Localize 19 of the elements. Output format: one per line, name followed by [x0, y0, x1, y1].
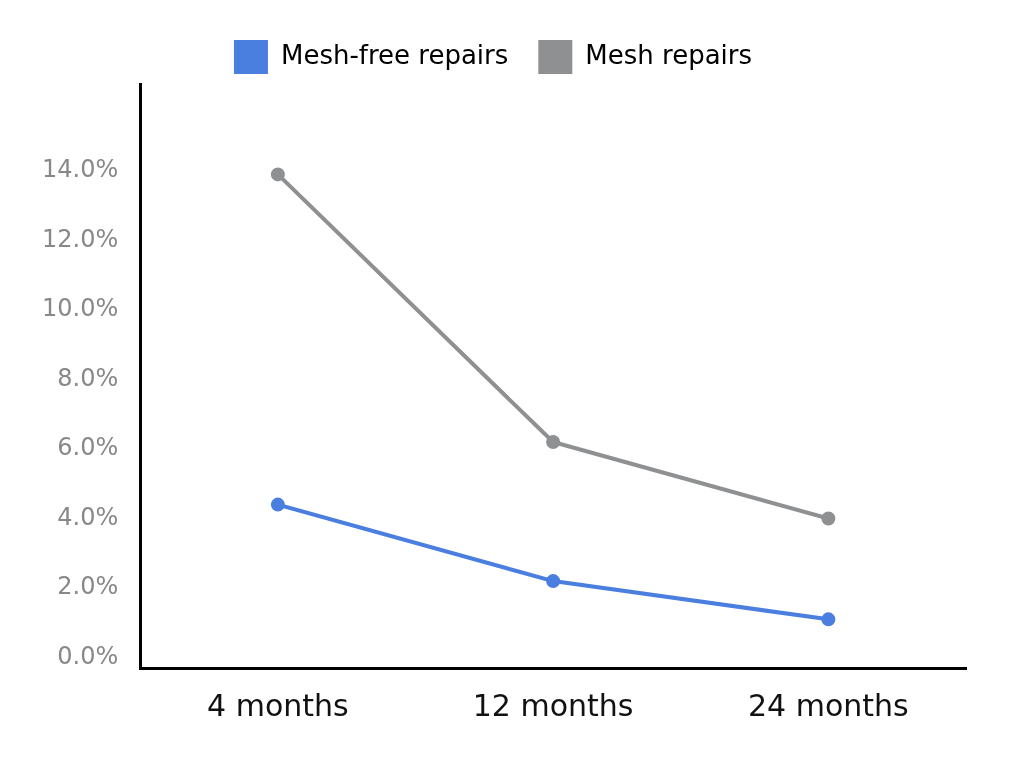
- y-tick-label: 10.0%: [41, 294, 119, 323]
- y-tick-label: 2.0%: [57, 572, 119, 601]
- legend-label: Mesh repairs: [585, 39, 753, 70]
- y-tick-label: 6.0%: [57, 433, 119, 462]
- x-tick-label: 12 months: [472, 687, 634, 723]
- point: [270, 167, 285, 182]
- point: [546, 574, 561, 589]
- point: [821, 511, 836, 526]
- legend-label: Mesh-free repairs: [280, 39, 509, 70]
- y-tick-label: 14.0%: [41, 155, 119, 184]
- point: [270, 497, 285, 512]
- point: [546, 435, 561, 450]
- x-tick-label: 4 months: [207, 687, 349, 723]
- y-tick-label: 0.0%: [57, 641, 119, 670]
- y-tick-label: 12.0%: [41, 224, 119, 253]
- point: [821, 612, 836, 627]
- y-tick-label: 8.0%: [57, 363, 119, 392]
- y-tick-label: 4.0%: [57, 502, 119, 531]
- x-tick-label: 24 months: [748, 687, 909, 723]
